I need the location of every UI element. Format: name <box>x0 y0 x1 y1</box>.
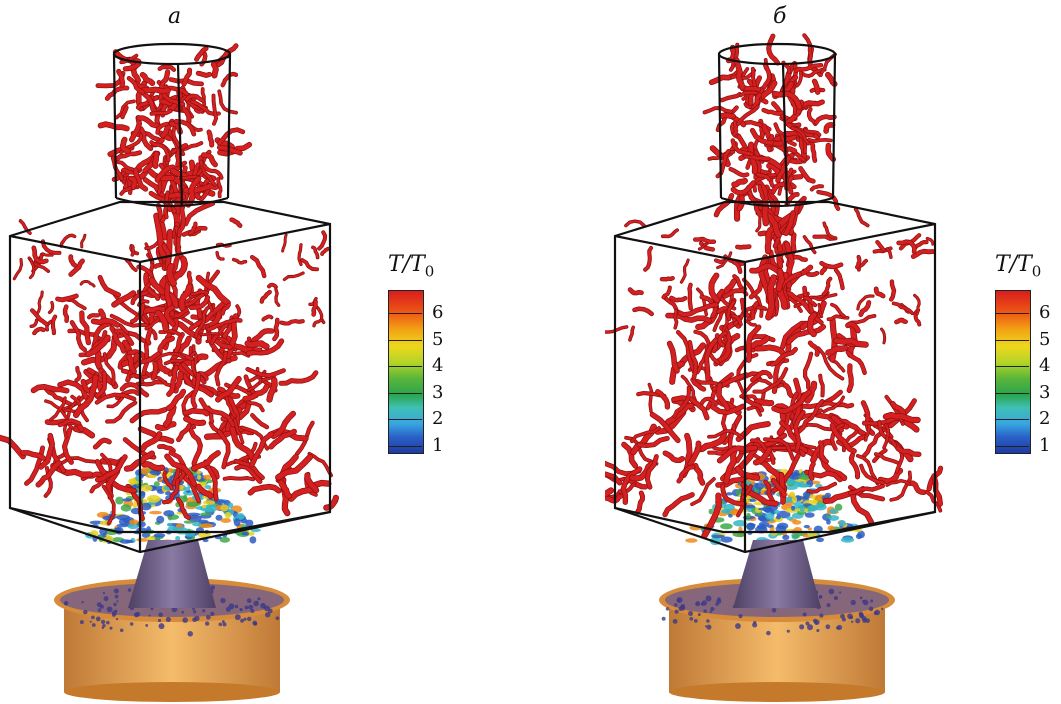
colorbar-tick-line <box>388 445 422 447</box>
exhaust-walls <box>112 53 232 207</box>
colorbar-tick-label: 2 <box>432 408 444 429</box>
exhaust-bottom-rim <box>115 196 229 208</box>
colorbar-title-b: T/T0 <box>995 252 1042 281</box>
exhaust-top-rim <box>112 42 232 66</box>
colorbar-tick-line <box>388 419 422 420</box>
colorbar-tick-line <box>995 366 1029 367</box>
panel-a: a <box>0 0 360 704</box>
colorbar-a <box>388 290 424 454</box>
base-cylinder-bottom <box>64 682 280 702</box>
colorbar-tick-label: 6 <box>1039 302 1051 323</box>
panel-b: б <box>605 0 965 704</box>
colorbar-tick-line <box>995 392 1029 394</box>
base-cylinder-bottom <box>669 682 885 702</box>
colorbar-tick-line <box>995 339 1029 341</box>
colorbar-title-a: T/T0 <box>388 252 435 281</box>
colorbar-tick-line <box>388 339 422 341</box>
colorbar-legend-b: T/T0 6 5 4 3 2 1 <box>995 252 1061 472</box>
colorbar-tick-label: 1 <box>1039 434 1051 456</box>
colorbar-tick-line <box>388 313 422 314</box>
combustor-box-edges <box>9 222 331 554</box>
combustor-box-edges <box>614 222 936 554</box>
colorbar-tick-label: 3 <box>432 381 444 403</box>
exhaust-walls <box>717 53 837 207</box>
colorbar-tick-label: 5 <box>432 328 444 350</box>
colorbar-b <box>995 290 1031 454</box>
colorbar-tick-label: 3 <box>1039 381 1051 403</box>
nozzle <box>733 540 821 608</box>
colorbar-tick-line <box>388 392 422 394</box>
nozzle <box>128 540 216 608</box>
colorbar-tick-label: 4 <box>432 355 444 376</box>
colorbar-tick-line <box>995 313 1029 314</box>
vortex-field-a <box>0 43 339 545</box>
panel-b-label: б <box>773 4 787 29</box>
vortex-field-b <box>605 33 944 546</box>
panel-a-label: a <box>168 4 182 29</box>
exhaust-bottom-rim <box>720 196 834 208</box>
colorbar-legend-a: T/T0 6 5 4 3 2 1 <box>388 252 468 472</box>
colorbar-tick-label: 4 <box>1039 355 1051 376</box>
colorbar-tick-label: 1 <box>432 434 444 456</box>
colorbar-tick-line <box>388 366 422 367</box>
combustor-visualization-b <box>605 33 944 702</box>
colorbar-tick-label: 5 <box>1039 328 1051 350</box>
combustor-visualization-a <box>0 42 339 702</box>
colorbar-tick-label: 6 <box>432 302 444 323</box>
colorbar-tick-line <box>995 419 1029 420</box>
colorbar-tick-line <box>995 445 1029 447</box>
colorbar-tick-label: 2 <box>1039 408 1051 429</box>
